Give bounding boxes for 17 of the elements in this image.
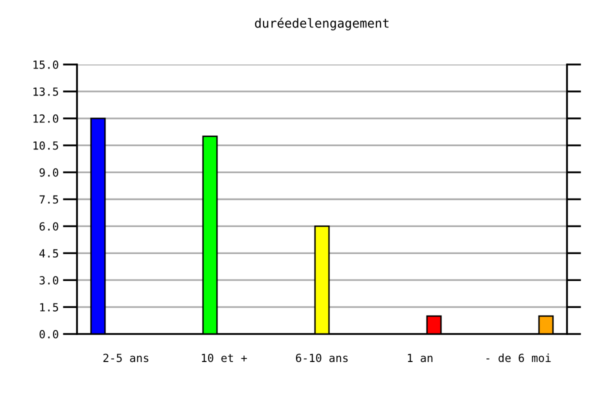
x-tick-label: 10 et + [202, 354, 247, 362]
y-tick-label: 9.0 [40, 168, 58, 177]
y-tick-label: 12.0 [34, 114, 58, 123]
x-tick-label: 2-5 ans [103, 354, 148, 362]
x-tick-label: 1 an [408, 354, 432, 362]
y-tick-label: 1.5 [40, 303, 58, 312]
y-tick-label: 15.0 [34, 60, 58, 69]
y-tick-label: 10.5 [34, 141, 58, 150]
y-tick-label: 4.5 [39, 249, 58, 258]
y-tick-label: 6.0 [40, 222, 58, 231]
x-tick-label: - de 6 moi [486, 354, 551, 362]
y-tick-label: 13.5 [34, 87, 58, 96]
chart-title: duréedelengagement [255, 18, 389, 30]
y-tick-label: 7.5 [40, 195, 58, 204]
y-tick-label: 3.0 [40, 276, 58, 285]
y-tick-label: 0.0 [40, 330, 58, 338]
x-tick-label: 6-10 ans [296, 354, 348, 362]
